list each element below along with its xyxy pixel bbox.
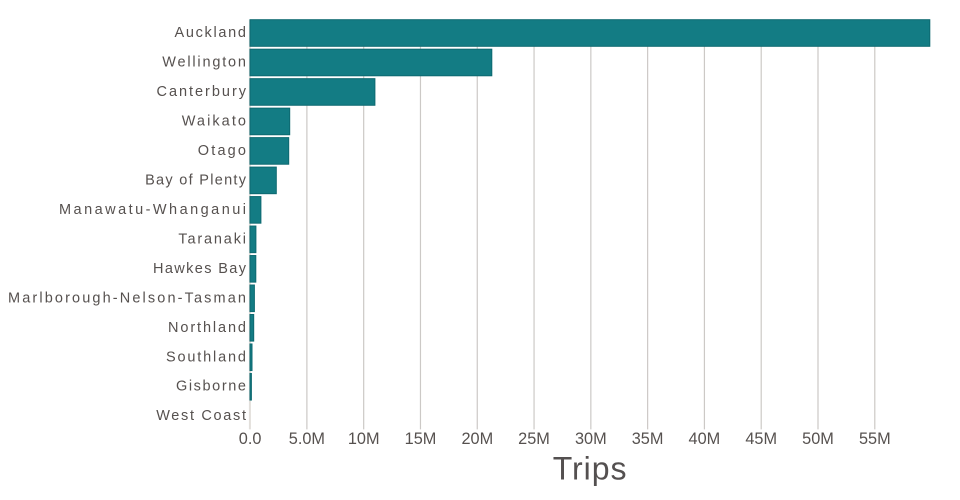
svg-text:10M: 10M [348,430,380,448]
svg-text:Marlborough-Nelson-Tasman: Marlborough-Nelson-Tasman [8,290,246,306]
svg-text:Northland: Northland [168,320,246,336]
svg-text:0.0: 0.0 [239,430,262,448]
svg-text:40M: 40M [689,430,721,448]
svg-text:30M: 30M [575,430,607,448]
svg-text:Bay of Plenty: Bay of Plenty [145,172,247,188]
svg-text:Wellington: Wellington [162,55,246,71]
svg-text:Auckland: Auckland [175,25,247,41]
svg-text:Trips: Trips [553,451,627,487]
svg-text:20M: 20M [461,430,493,448]
svg-text:25M: 25M [518,430,550,448]
svg-text:Otago: Otago [198,143,246,159]
svg-text:Hawkes Bay: Hawkes Bay [153,261,247,277]
svg-text:35M: 35M [632,430,664,448]
svg-text:Southland: Southland [166,349,246,365]
svg-text:50M: 50M [802,430,834,448]
svg-text:45M: 45M [745,430,777,448]
svg-text:West Coast: West Coast [156,408,246,424]
svg-text:Canterbury: Canterbury [157,84,247,100]
svg-text:55M: 55M [859,430,891,448]
svg-text:Manawatu-Whanganui: Manawatu-Whanganui [59,202,246,218]
svg-text:15M: 15M [405,430,437,448]
svg-text:5.0M: 5.0M [289,430,325,448]
